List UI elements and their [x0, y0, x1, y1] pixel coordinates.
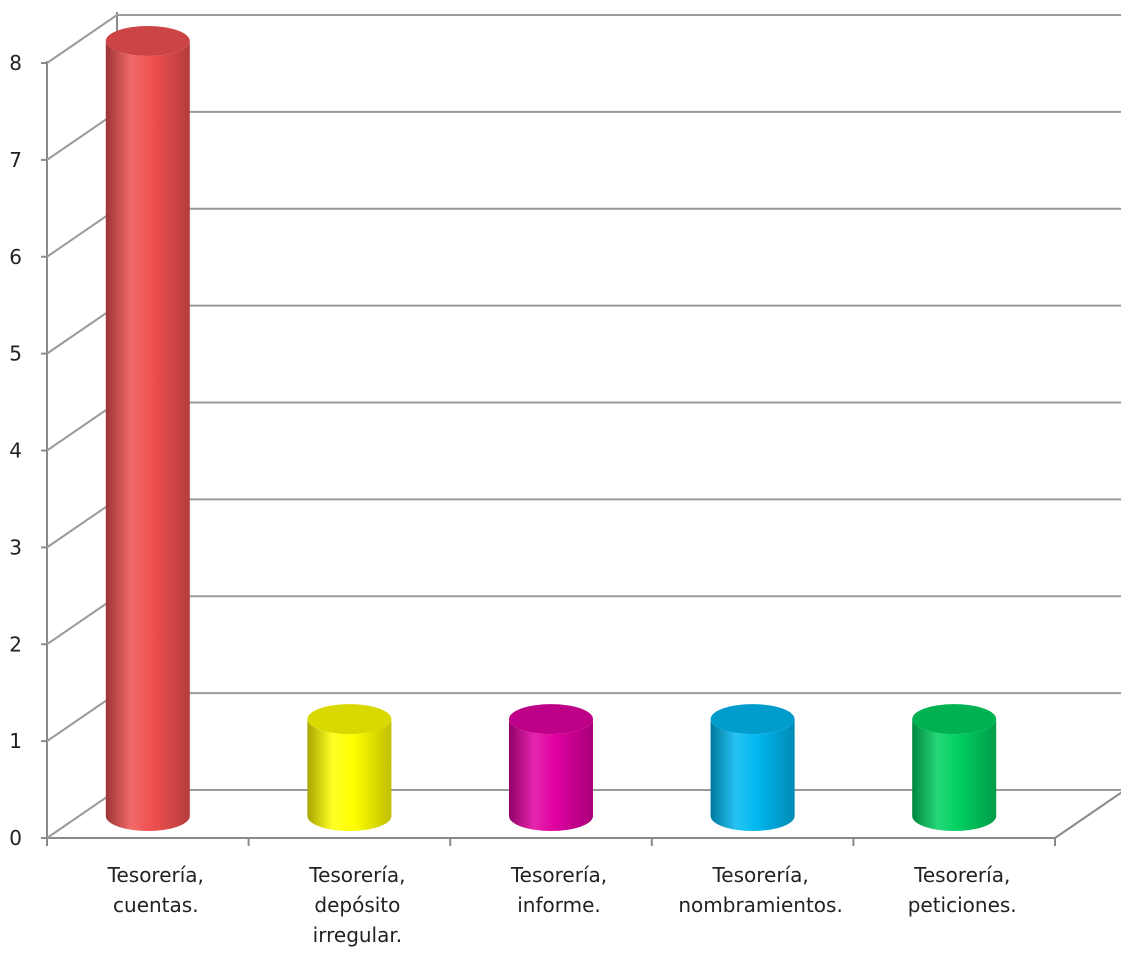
x-category-line: depósito	[314, 893, 400, 917]
y-tick-label: 0	[9, 826, 22, 850]
x-category-line: Tesorería,	[711, 863, 808, 887]
x-category-line: cuentas.	[113, 893, 199, 917]
x-category-label: Tesorería, nombramientos.	[678, 863, 842, 917]
y-tick-label: 2	[9, 632, 22, 656]
bar-body	[710, 719, 795, 831]
bar	[105, 26, 190, 831]
y-tick-label: 6	[9, 245, 22, 269]
bar-top	[710, 704, 795, 735]
x-category-line: Tesorería,	[308, 863, 405, 887]
x-category-line: Tesorería,	[107, 863, 204, 887]
bar-top	[509, 704, 593, 735]
x-category-line: informe.	[517, 893, 601, 917]
bar-top	[307, 704, 392, 735]
x-category-line: Tesorería,	[510, 863, 607, 887]
bar	[307, 704, 392, 831]
bar	[710, 704, 795, 831]
x-category-label: Tesorería, cuentas.	[107, 863, 204, 917]
bar-body	[912, 719, 997, 831]
gridline	[46, 110, 1121, 161]
x-category-line: peticiones.	[908, 893, 1017, 917]
x-category-line: Tesorería,	[913, 863, 1010, 887]
y-tick-label: 8	[9, 51, 22, 75]
gridline	[46, 14, 1121, 64]
y-tick-label: 3	[9, 535, 22, 559]
bars	[105, 26, 997, 831]
y-tick-label: 4	[9, 439, 22, 463]
y-tick-label: 7	[9, 148, 22, 172]
bar-body	[509, 719, 593, 831]
gridline	[46, 595, 1121, 646]
bar-body	[105, 41, 190, 831]
x-category-line: nombramientos.	[678, 893, 842, 917]
bar	[912, 704, 997, 831]
bar-body	[307, 719, 392, 831]
bar-top	[912, 704, 997, 735]
y-tick-label: 1	[9, 729, 22, 753]
gridline	[46, 304, 1121, 355]
gridline	[46, 401, 1121, 452]
y-tick-label: 5	[9, 342, 22, 366]
y-axis-ticks: 0 1 2 3 4 5 6 7 8	[9, 51, 47, 850]
x-category-label: Tesorería, peticiones.	[908, 863, 1017, 917]
gridline	[46, 498, 1121, 549]
x-category-label: Tesorería, informe.	[510, 863, 607, 917]
gridline	[46, 207, 1121, 258]
floor-right-edge	[1054, 791, 1121, 839]
bar	[509, 704, 593, 831]
bar-top	[105, 26, 190, 56]
x-axis-labels: Tesorería, cuentas. Tesorería, depósito irre…	[107, 863, 1017, 947]
x-category-line: irregular.	[313, 923, 402, 947]
x-category-label: Tesorería, depósito irregular.	[308, 863, 405, 947]
